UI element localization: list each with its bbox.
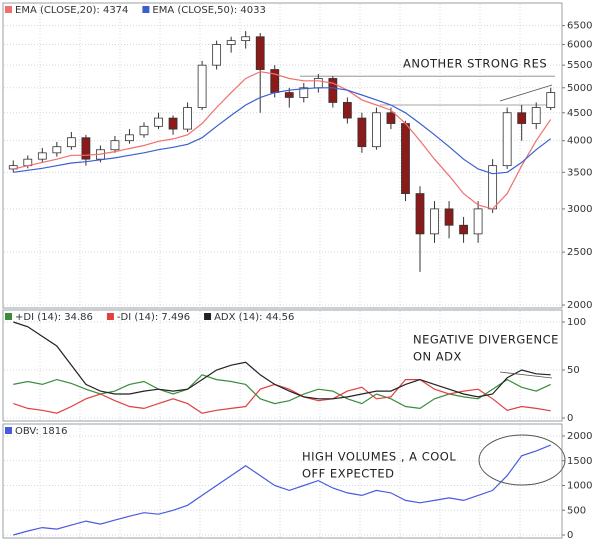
y-tick-label: 4500 (567, 108, 592, 119)
y-tick-label: 5000 (567, 83, 592, 94)
y-tick-label: 0 (567, 413, 573, 424)
annotation: ANOTHER STRONG RES (403, 57, 547, 71)
line-series (13, 374, 551, 410)
legend-label: EMA (CLOSE,50): 4033 (152, 5, 265, 16)
candle-body (415, 193, 425, 235)
y-tick-label: 2000 (567, 300, 592, 311)
candle-body (386, 112, 396, 124)
candle-body (154, 117, 163, 127)
legend-swatch (5, 427, 12, 434)
annotation: OFF EXPECTED (302, 467, 394, 481)
y-tick-label: 50 (567, 365, 580, 376)
obv-panel (2, 423, 563, 539)
candle-body (8, 165, 18, 170)
legend-swatch (106, 313, 114, 320)
candle-body (197, 64, 207, 108)
candle-body (342, 102, 352, 119)
candle-body (66, 137, 76, 148)
y-tick-label: 0 (567, 530, 573, 541)
candle-body (284, 92, 294, 98)
y-tick-label: 2000 (567, 431, 592, 442)
annotation: HIGH VOLUMES , A COOL (302, 450, 456, 464)
y-tick-label: 2500 (567, 247, 592, 258)
candle-body (255, 36, 265, 70)
candle-body (357, 117, 367, 148)
legend-label: ADX (14): 44.56 (214, 312, 294, 323)
candle-body (37, 152, 47, 160)
candle-body (299, 87, 309, 98)
y-tick-label: 3500 (567, 167, 592, 178)
candle-body (139, 125, 149, 136)
y-tick-label: 6500 (567, 21, 592, 32)
candle-body (168, 117, 178, 130)
legend-label: +DI (14): 34.86 (15, 312, 93, 323)
dmi-panel (2, 309, 563, 422)
candle-body (125, 134, 134, 142)
y-tick-label: 100 (567, 317, 586, 328)
annotation: ON ADX (413, 350, 462, 364)
candle-body (52, 146, 62, 154)
trend-line (499, 84, 553, 102)
line-series (13, 379, 551, 414)
line-series (13, 71, 552, 210)
legend-swatch (142, 6, 150, 13)
candle-body (313, 78, 323, 89)
y-tick-label: 4000 (567, 136, 592, 147)
legend-swatch (5, 313, 12, 320)
trend-line (499, 371, 553, 379)
legend-label: EMA (CLOSE,20): 4374 (15, 5, 128, 16)
candle-body (531, 107, 541, 124)
candle-body (517, 112, 527, 124)
y-tick-label: 1000 (567, 481, 592, 492)
candle-body (328, 78, 338, 103)
annotation: NEGATIVE DIVERGENCE (413, 333, 559, 347)
candle-body (183, 107, 192, 130)
candle-body (430, 208, 439, 235)
line-series (13, 444, 551, 536)
y-tick-label: 1500 (567, 456, 592, 467)
y-tick-label: 500 (567, 505, 586, 516)
highlight-ellipse (478, 434, 566, 486)
legend-label: -DI (14): 7.496 (117, 312, 190, 323)
y-tick-label: 5500 (567, 60, 592, 71)
candle-body (212, 44, 222, 66)
candle-body (110, 140, 120, 151)
candle-body (488, 165, 498, 210)
candle-body (444, 208, 454, 226)
candle-body (459, 224, 468, 235)
legend-swatch (204, 313, 212, 320)
y-tick-label: 6000 (567, 40, 592, 51)
line-series (13, 321, 551, 400)
line-series (13, 87, 552, 175)
candle-body (241, 36, 251, 42)
legend-label: OBV: 1816 (15, 426, 67, 437)
candle-body (81, 137, 91, 160)
legend-swatch (5, 6, 12, 13)
y-tick-label: 3000 (567, 204, 592, 215)
candle-body (473, 208, 483, 235)
candle-body (226, 40, 236, 45)
candle-body (372, 112, 381, 148)
candle-body (546, 92, 556, 108)
candle-body (401, 123, 410, 194)
candle-body (502, 112, 512, 167)
